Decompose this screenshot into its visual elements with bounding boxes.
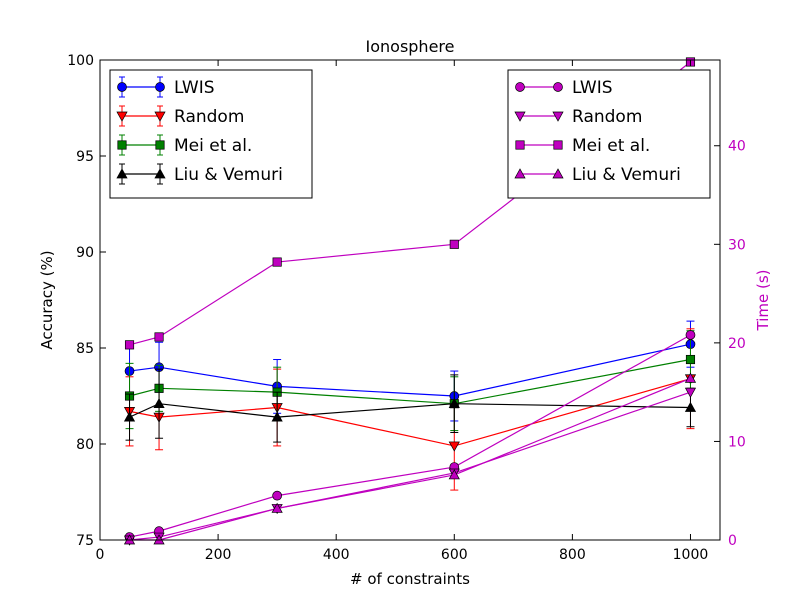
legend-time: LWIS Random Mei et al. Liu & Vemuri	[507, 69, 711, 199]
legend-item-liu-vemuri: Liu & Vemuri	[514, 165, 681, 185]
x-tick-label: 200	[205, 547, 232, 563]
legend-marker	[116, 111, 128, 122]
legend-marker	[155, 82, 165, 92]
y2-tick-label: 40	[728, 139, 746, 155]
data-point	[271, 411, 283, 422]
legend-marker	[155, 140, 165, 150]
y2-tick-label: 30	[728, 237, 746, 253]
plot-frame	[99, 59, 721, 541]
data-point	[685, 330, 696, 340]
y-tick-label: 100	[67, 53, 94, 69]
legend-item-lwis: LWIS	[515, 78, 613, 98]
legend-marker	[515, 82, 525, 92]
plot-area	[123, 57, 697, 546]
data-point	[124, 340, 135, 350]
legend-marker	[117, 140, 127, 150]
legend-item-liu-vemuri: Liu & Vemuri	[116, 163, 283, 185]
legend-marker	[553, 140, 563, 150]
y2-tick-label: 0	[728, 533, 737, 549]
data-point	[448, 441, 460, 452]
x-tick-label: 1000	[673, 547, 709, 563]
legend-marker	[116, 168, 128, 179]
y-axis-label: Accuracy (%)	[38, 250, 56, 349]
y-tick-label: 85	[76, 341, 94, 357]
x-tick-label: 400	[323, 547, 350, 563]
y-tick-label: 95	[76, 149, 94, 165]
data-point	[272, 257, 282, 267]
legend-label: Mei et al.	[572, 136, 650, 156]
data-point	[272, 490, 282, 501]
data-point	[153, 397, 165, 409]
legend-item-lwis: LWIS	[117, 76, 215, 98]
legend-marker	[117, 82, 127, 92]
data-point	[448, 397, 460, 409]
legend-label: Liu & Vemuri	[174, 165, 283, 185]
legend-label: Random	[174, 107, 244, 127]
legend-marker	[154, 168, 166, 179]
legend-accuracy: LWIS Random Mei et al. Liu & Vemuri	[109, 69, 313, 199]
legend-label: Mei et al.	[174, 136, 252, 156]
legend-marker	[552, 168, 564, 179]
legend-label: LWIS	[174, 78, 215, 98]
y-tick-label: 75	[76, 533, 94, 549]
data-point	[123, 411, 136, 422]
series-accuracy-liu-vemuri	[123, 368, 697, 443]
y-tick-label: 80	[76, 437, 94, 453]
legend-marker	[154, 111, 166, 122]
y2-axis-label: Time (s)	[754, 270, 772, 332]
legend-label: Random	[572, 107, 642, 127]
legend-marker	[553, 82, 563, 92]
data-point	[271, 502, 283, 513]
data-point	[684, 401, 697, 412]
legend-item-mei-et-al: Mei et al.	[515, 136, 650, 156]
data-point	[449, 239, 459, 249]
x-axis-label: # of constraints	[350, 570, 470, 588]
data-point	[685, 354, 696, 365]
chart-title: Ionosphere	[366, 37, 455, 56]
y-tick-label: 90	[76, 245, 94, 261]
x-tick-label: 600	[441, 547, 468, 563]
legend-item-random: Random	[116, 105, 244, 127]
legend-label: LWIS	[572, 78, 613, 98]
data-point	[154, 332, 164, 342]
legend-marker	[552, 111, 564, 122]
legend-marker	[515, 140, 525, 150]
legend-box	[507, 69, 711, 199]
legend-item-mei-et-al: Mei et al.	[117, 134, 252, 156]
legend-label: Liu & Vemuri	[572, 165, 681, 185]
data-point	[448, 469, 460, 480]
y2-tick-label: 20	[728, 336, 746, 352]
data-point	[684, 387, 697, 398]
legend-marker	[514, 111, 526, 122]
legend-marker	[514, 168, 526, 179]
legend-box	[109, 69, 313, 199]
y2-tick-label: 10	[728, 434, 746, 450]
x-tick-label: 800	[559, 547, 586, 563]
legend-item-random: Random	[514, 107, 642, 127]
x-tick-label: 0	[96, 547, 105, 563]
data-point	[684, 372, 697, 383]
